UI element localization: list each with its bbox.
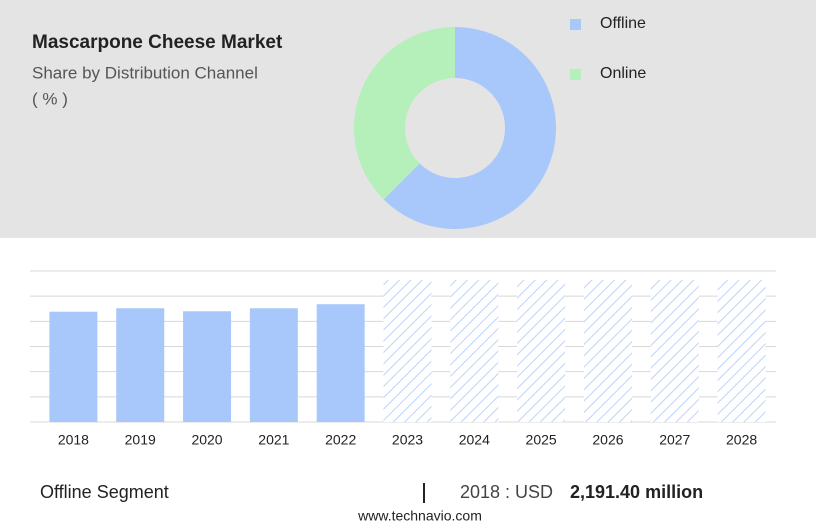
bar bbox=[316, 304, 365, 422]
bar bbox=[183, 311, 232, 422]
donut-slice bbox=[353, 27, 455, 200]
legend-label: Online bbox=[600, 65, 646, 82]
forecast-placeholder bbox=[450, 280, 499, 422]
bar bbox=[49, 311, 98, 422]
legend-marker bbox=[570, 69, 581, 80]
chart-title: Mascarpone Cheese Market bbox=[32, 32, 283, 53]
forecast-placeholder bbox=[517, 280, 566, 422]
forecast-placeholder bbox=[650, 280, 699, 422]
forecast-placeholder bbox=[583, 280, 632, 422]
x-tick-label: 2027 bbox=[659, 432, 690, 448]
unit-label: ( % ) bbox=[32, 89, 68, 108]
x-tick-label: 2020 bbox=[191, 432, 222, 448]
forecast-placeholder bbox=[717, 280, 766, 422]
donut-slice bbox=[383, 27, 556, 229]
x-tick-label: 2024 bbox=[459, 432, 490, 448]
footer-year-currency: 2018 : USD bbox=[460, 482, 553, 502]
footer-source: www.technavio.com bbox=[357, 508, 482, 524]
x-tick-label: 2019 bbox=[125, 432, 156, 448]
bar bbox=[116, 308, 165, 422]
footer-value: 2,191.40 million bbox=[570, 482, 703, 502]
x-tick-label: 2018 bbox=[58, 432, 89, 448]
forecast-placeholder bbox=[383, 280, 432, 422]
x-tick-label: 2026 bbox=[592, 432, 623, 448]
x-tick-label: 2022 bbox=[325, 432, 356, 448]
x-tick-label: 2025 bbox=[526, 432, 557, 448]
legend-label: Offline bbox=[600, 15, 646, 32]
x-tick-label: 2023 bbox=[392, 432, 423, 448]
chart-subtitle: Share by Distribution Channel bbox=[32, 63, 258, 82]
footer-segment: Offline Segment bbox=[40, 482, 169, 502]
legend-marker bbox=[570, 19, 581, 30]
x-tick-label: 2028 bbox=[726, 432, 757, 448]
bar bbox=[249, 308, 298, 422]
x-tick-label: 2021 bbox=[258, 432, 289, 448]
